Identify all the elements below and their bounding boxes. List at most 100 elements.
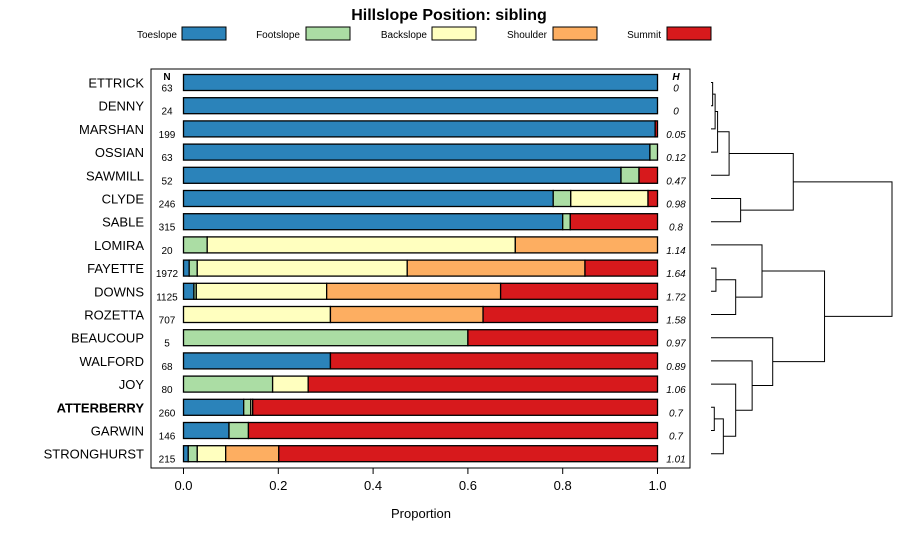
h-value-lomira: 1.14 (666, 246, 686, 257)
row-label-sable: SABLE (102, 215, 144, 230)
bar-segment-clyde-toeslope (182, 189, 554, 208)
bar-segment-stronghurst-backslope (196, 445, 227, 463)
bar-segment-stronghurst-toeslope (182, 445, 189, 463)
row-label-beaucoup: BEAUCOUP (71, 331, 144, 346)
bar-segment-garwin-toeslope (182, 421, 230, 440)
n-value-sawmill: 52 (161, 176, 173, 187)
bar-segment-ossian-toeslope (182, 143, 651, 161)
legend-label-backslope: Backslope (381, 30, 428, 41)
bar-segment-downs-toeslope (182, 282, 195, 300)
bar-segment-downs-shoulder (325, 282, 502, 300)
row-label-rozetta: ROZETTA (84, 308, 144, 323)
row-label-ossian: OSSIAN (95, 145, 144, 160)
bar-segment-rozetta-shoulder (329, 305, 484, 324)
x-axis-title: Proportion (391, 506, 451, 521)
n-value-ossian: 63 (161, 153, 173, 164)
bar-segment-denny-toeslope (182, 97, 659, 115)
bar-segment-ettrick-toeslope (182, 73, 659, 92)
n-value-joy: 80 (161, 385, 173, 396)
bar-segment-beaucoup-footslope (182, 329, 469, 347)
bar-segment-fayette-toeslope (182, 259, 190, 277)
bar-segment-ossian-footslope (649, 143, 659, 161)
n-value-marshan: 199 (159, 130, 176, 141)
h-value-ettrick: 0 (673, 84, 679, 95)
bar-segment-beaucoup-summit (467, 329, 659, 347)
n-value-fayette: 1972 (156, 269, 179, 280)
x-tick-label: 0.4 (364, 478, 382, 493)
legend: Toeslope Footslope Backslope Shoulder Summit (137, 26, 712, 41)
dendrogram-link (711, 131, 730, 176)
n-value-garwin: 146 (159, 432, 176, 443)
bar-segment-stronghurst-shoulder (225, 445, 280, 463)
n-value-beaucoup: 5 (164, 339, 170, 350)
dendrogram-link (711, 244, 763, 298)
h-value-denny: 0 (673, 107, 679, 118)
dendrogram-link (711, 267, 717, 292)
n-value-stronghurst: 215 (159, 455, 176, 466)
h-value-fayette: 1.64 (666, 269, 686, 280)
bar-segment-rozetta-backslope (182, 305, 332, 324)
bar-segment-walford-summit (329, 352, 659, 370)
dendrogram-link (711, 360, 753, 411)
row-label-sawmill: SAWMILL (86, 168, 144, 183)
bar-segment-garwin-summit (247, 421, 659, 440)
x-tick-label: 0.2 (269, 478, 287, 493)
h-value-marshan: 0.05 (666, 130, 686, 141)
bar-segment-lomira-shoulder (514, 236, 659, 254)
h-value-sable: 0.8 (669, 223, 683, 234)
legend-swatch-shoulder (552, 26, 598, 41)
n-value-clyde: 246 (159, 200, 176, 211)
bar-segment-joy-backslope (271, 375, 309, 393)
bar-segment-fayette-shoulder (406, 259, 586, 277)
row-label-garwin: GARWIN (91, 424, 144, 439)
bar-segment-lomira-backslope (206, 236, 516, 254)
bar-segment-clyde-backslope (570, 189, 649, 208)
bar-segment-clyde-summit (647, 189, 659, 208)
bar-segment-sable-summit (569, 213, 659, 231)
bar-segment-marshan-toeslope (182, 120, 656, 138)
row-label-clyde: CLYDE (102, 192, 145, 207)
h-value-ossian: 0.12 (666, 153, 686, 164)
dendrogram-link (793, 181, 893, 317)
bar-rows: ETTRICK 63 0 DENNY 24 0 MARSHAN 199 0.05 OSSIAN 63… (44, 73, 686, 466)
bar-segment-sawmill-summit (638, 166, 659, 184)
n-value-ettrick: 63 (161, 84, 173, 95)
n-value-walford: 68 (161, 362, 173, 373)
bar-segment-stronghurst-summit (278, 445, 659, 463)
h-value-rozetta: 1.58 (666, 316, 686, 327)
n-value-lomira: 20 (161, 246, 173, 257)
x-tick-label: 0.8 (554, 478, 572, 493)
n-value-atterberry: 260 (159, 408, 176, 419)
dendrogram-link (711, 337, 774, 387)
dendrogram (711, 82, 893, 455)
bar-segment-rozetta-summit (482, 305, 659, 324)
row-label-lomira: LOMIRA (94, 238, 144, 253)
h-value-walford: 0.89 (666, 362, 686, 373)
row-label-atterberry: ATTERBERRY (57, 400, 145, 415)
bar-segment-stronghurst-footslope (187, 445, 198, 463)
row-label-denny: DENNY (98, 99, 144, 114)
legend-label-shoulder: Shoulder (507, 30, 548, 41)
dendrogram-link (711, 279, 737, 315)
h-value-atterberry: 0.7 (669, 408, 683, 419)
n-value-denny: 24 (161, 107, 173, 118)
bar-segment-clyde-footslope (552, 189, 572, 208)
h-value-stronghurst: 1.01 (666, 455, 685, 466)
bar-segment-sawmill-footslope (620, 166, 640, 184)
legend-swatch-toeslope (181, 26, 227, 41)
dendrogram-link (711, 82, 714, 107)
x-tick-label: 0.0 (174, 478, 192, 493)
bar-segment-lomira-footslope (182, 236, 208, 254)
bar-segment-joy-summit (307, 375, 659, 393)
bar-segment-sawmill-toeslope (182, 166, 622, 184)
h-value-joy: 1.06 (666, 385, 686, 396)
x-tick-label: 1.0 (648, 478, 666, 493)
n-value-rozetta: 707 (159, 316, 176, 327)
h-value-beaucoup: 0.97 (666, 339, 686, 350)
legend-swatch-footslope (305, 26, 351, 41)
legend-label-footslope: Footslope (256, 30, 300, 41)
bar-segment-downs-summit (499, 282, 659, 300)
bar-segment-atterberry-summit (252, 398, 659, 416)
dendrogram-link (729, 153, 794, 211)
